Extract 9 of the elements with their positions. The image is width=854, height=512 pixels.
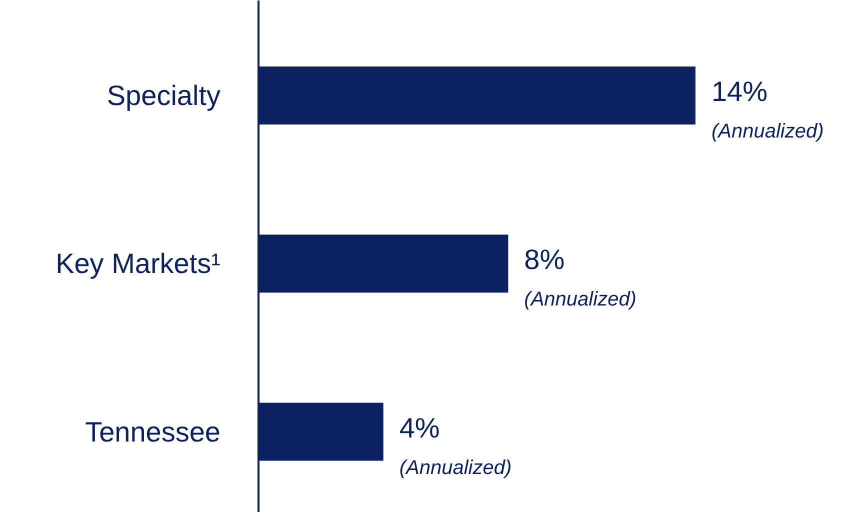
data-label: 14% — [711, 76, 768, 107]
y-tick-label: Tennessee — [85, 416, 221, 448]
data-label: 8% — [524, 244, 565, 276]
y-tick-label: Key Markets¹ — [56, 248, 221, 280]
y-tick-label: Specialty — [106, 80, 221, 111]
annotation: (Annualized) — [711, 120, 824, 142]
annotation: (Annualized) — [524, 288, 636, 311]
data-label: 4% — [399, 412, 440, 444]
annotation: (Annualized) — [399, 456, 512, 479]
